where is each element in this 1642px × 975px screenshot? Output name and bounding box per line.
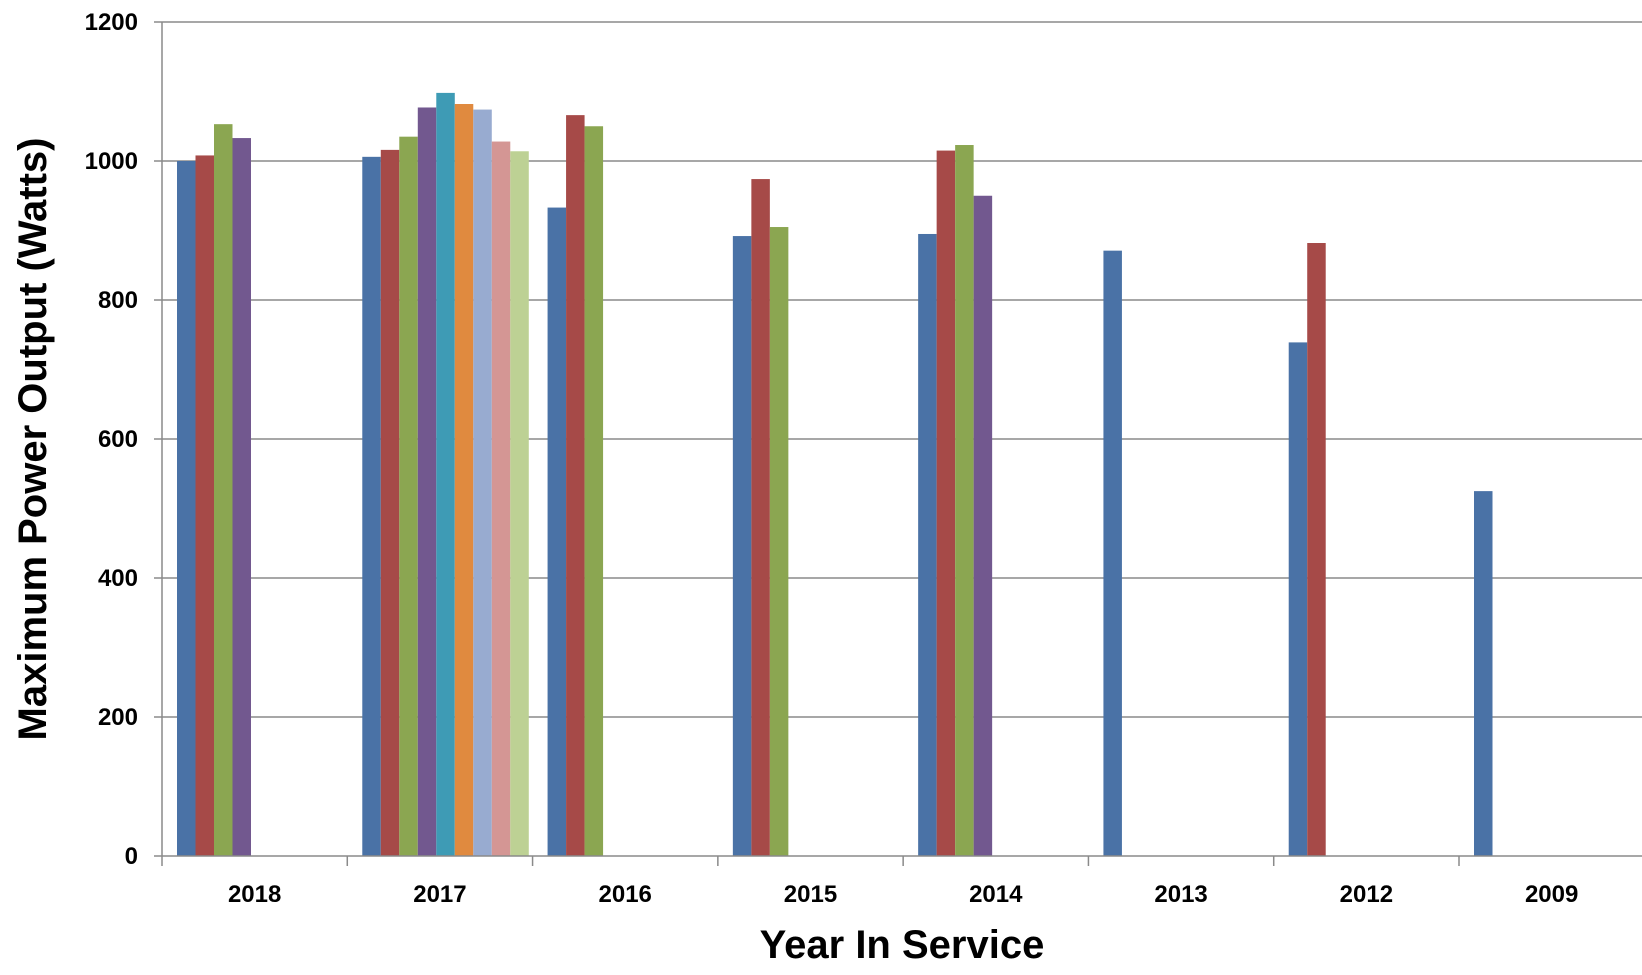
y-tick-label: 1200 xyxy=(85,9,138,36)
bar xyxy=(232,138,251,856)
bar xyxy=(510,151,529,856)
bar xyxy=(973,195,993,856)
x-tick-label: 2013 xyxy=(1154,881,1207,908)
axes xyxy=(161,22,1642,866)
bar xyxy=(214,124,233,857)
bar xyxy=(918,233,937,857)
y-tick-labels: 0 200 400 600 800 1000 1200 xyxy=(85,9,138,870)
bar xyxy=(177,161,196,856)
y-tick-label: 600 xyxy=(98,426,138,453)
bar xyxy=(751,179,770,856)
bar xyxy=(936,150,956,856)
bars xyxy=(177,92,1493,857)
bar xyxy=(473,109,492,856)
bar xyxy=(399,136,418,857)
x-tick-label: 2012 xyxy=(1340,881,1393,908)
bar xyxy=(566,115,585,856)
y-tick-label: 200 xyxy=(98,704,138,731)
bar xyxy=(380,149,400,856)
y-tick-label: 400 xyxy=(98,565,138,592)
bar xyxy=(436,92,455,856)
x-tick-label: 2017 xyxy=(413,881,466,908)
bar xyxy=(362,156,381,856)
y-tick-label: 1000 xyxy=(85,148,138,175)
bar xyxy=(955,145,974,856)
bar xyxy=(1103,250,1122,856)
x-axis-title: Year In Service xyxy=(760,923,1045,967)
x-tick-label: 2009 xyxy=(1525,881,1578,908)
bar xyxy=(195,155,214,856)
x-tick-label: 2016 xyxy=(599,881,652,908)
bar xyxy=(491,141,511,857)
bar xyxy=(732,236,752,856)
bar xyxy=(547,207,567,856)
bar xyxy=(1474,491,1493,856)
x-tick-label: 2014 xyxy=(969,881,1023,908)
bar xyxy=(584,126,604,856)
y-tick-label: 0 xyxy=(125,843,138,870)
bar xyxy=(454,104,474,856)
bar xyxy=(769,227,789,856)
x-tick-label: 2015 xyxy=(784,881,837,908)
bar xyxy=(1307,243,1326,856)
y-axis-title: Maximum Power Output (Watts) xyxy=(11,138,55,741)
x-tick-label: 2018 xyxy=(228,881,281,908)
bar xyxy=(417,107,437,857)
bar xyxy=(1288,342,1308,856)
x-tick-labels: 2018 2017 2016 2015 2014 2013 2012 2009 xyxy=(228,881,1578,908)
y-tick-label: 800 xyxy=(98,287,138,314)
